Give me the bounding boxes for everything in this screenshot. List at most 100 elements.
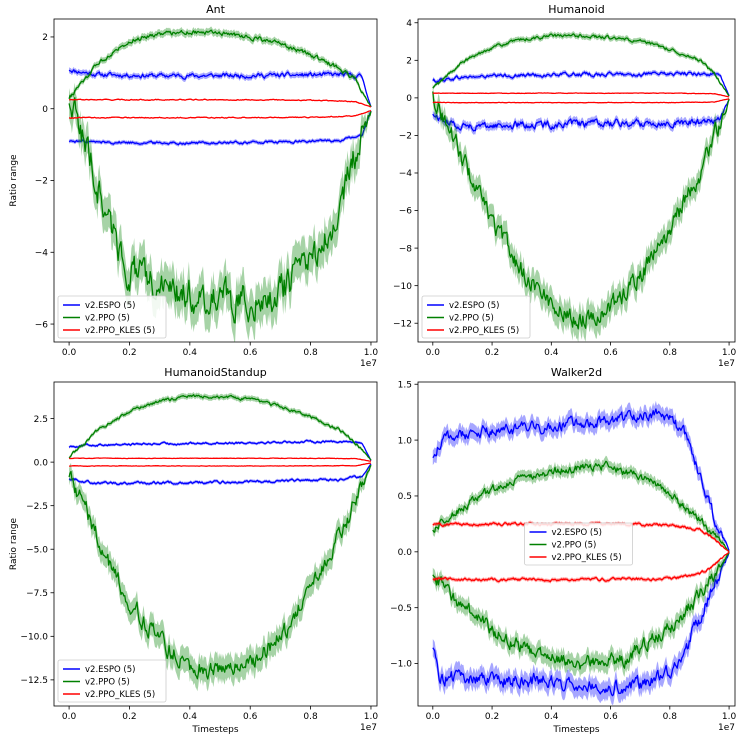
- x-tick-label: 0.8: [303, 348, 318, 358]
- legend: v2.ESPO (5) v2.PPO (5) v2.PPO_KLES (5): [421, 295, 531, 339]
- y-tick-label: 4: [406, 19, 412, 29]
- x-tick-label: 0.8: [303, 712, 318, 722]
- y-tick-label: −7.5: [26, 589, 48, 599]
- series-line: [432, 99, 730, 132]
- series-line: [69, 457, 372, 462]
- y-tick-label: −4: [399, 169, 413, 179]
- x-offset-label: 1e7: [360, 359, 377, 369]
- y-tick-label: −10: [393, 282, 412, 292]
- legend-label: v2.PPO_KLES (5): [449, 326, 519, 336]
- x-tick-label: 0.8: [663, 348, 678, 358]
- x-axis-label: Timesteps: [552, 725, 599, 735]
- legend-label: v2.ESPO (5): [85, 665, 135, 675]
- series-line: [432, 552, 730, 670]
- y-tick-label: −12.5: [20, 676, 48, 686]
- legend: v2.ESPO (5) v2.PPO (5) v2.PPO_KLES (5): [57, 295, 167, 339]
- x-tick-label: 1.0: [364, 712, 379, 722]
- y-tick-label: 0.0: [34, 458, 49, 468]
- x-axis-label: Timesteps: [191, 725, 238, 735]
- x-offset-label: 1e7: [718, 723, 735, 733]
- x-tick-label: 0.4: [183, 348, 198, 358]
- x-tick-label: 0.0: [426, 712, 441, 722]
- legend-label: v2.ESPO (5): [552, 528, 602, 538]
- x-tick-label: 0.2: [122, 348, 136, 358]
- x-tick-label: 0.6: [243, 348, 258, 358]
- y-tick-label: −10.0: [20, 633, 48, 643]
- legend-label: v2.PPO_KLES (5): [552, 553, 622, 563]
- x-tick-label: 0.2: [122, 712, 136, 722]
- series-line: [68, 110, 372, 146]
- y-tick-label: 1.5: [398, 380, 412, 390]
- legend: v2.ESPO (5) v2.PPO (5) v2.PPO_KLES (5): [57, 659, 167, 703]
- x-tick-label: 1.0: [364, 348, 379, 358]
- plot-area: [432, 31, 730, 342]
- x-tick-label: 0.4: [183, 712, 198, 722]
- legend-label: v2.PPO (5): [449, 314, 494, 324]
- legend-box: [421, 295, 531, 339]
- x-tick-label: 0.0: [62, 348, 77, 358]
- series-line: [432, 91, 730, 330]
- chart-panel: HumanoidStandup 0.0 0.2 0.4 0.6 0.8 1.0 −12.5 −1…: [9, 366, 378, 735]
- legend-label: v2.PPO (5): [552, 541, 597, 551]
- series-line: [68, 109, 372, 119]
- series-band: [432, 551, 730, 678]
- x-tick-label: 0.6: [603, 348, 618, 358]
- chart-title: Walker2d: [551, 366, 602, 379]
- y-axis-label: Ratio range: [9, 154, 19, 207]
- chart-panel: Ant 0.0 0.2 0.4 0.6 0.8 1.0 −6 −4 −2 0 2 1e7 Ratio ra…: [9, 3, 378, 369]
- legend-label: v2.PPO (5): [85, 314, 130, 324]
- series-band: [69, 110, 371, 147]
- series-line: [68, 69, 372, 108]
- series-line: [432, 71, 730, 96]
- legend-box: [57, 295, 167, 339]
- y-tick-label: −1.0: [390, 660, 412, 670]
- x-tick-label: 0.0: [426, 348, 441, 358]
- y-tick-label: 0.5: [398, 492, 412, 502]
- chart-panel: Walker2d 0.0 0.2 0.4 0.6 0.8 1.0 −1.0 −0.5 0.0 0.5…: [390, 366, 736, 735]
- y-tick-label: 2: [42, 33, 48, 43]
- series-line: [432, 92, 730, 98]
- x-offset-label: 1e7: [718, 359, 735, 369]
- series-line: [432, 98, 730, 104]
- x-tick-label: 1.0: [722, 712, 737, 722]
- series-band: [432, 520, 730, 552]
- series-band: [432, 82, 730, 342]
- plot-area: [68, 391, 372, 692]
- legend-box: [524, 522, 633, 566]
- series-line: [68, 98, 372, 108]
- series-line: [432, 408, 730, 551]
- legend-label: v2.ESPO (5): [449, 301, 499, 311]
- series-line: [68, 97, 372, 324]
- series-line: [432, 460, 730, 553]
- x-tick-label: 0.6: [603, 712, 618, 722]
- y-tick-label: −2: [35, 177, 48, 187]
- y-tick-label: 0: [42, 105, 48, 115]
- x-tick-label: 0.8: [663, 712, 678, 722]
- legend-label: v2.ESPO (5): [85, 301, 135, 311]
- legend-label: v2.PPO (5): [85, 678, 130, 688]
- series-line: [432, 552, 730, 697]
- chart-panel: Humanoid 0.0 0.2 0.4 0.6 0.8 1.0 −12 −10 −8 −6 −4 −2…: [393, 3, 736, 369]
- y-tick-label: −6: [399, 207, 413, 217]
- series-line: [68, 464, 372, 680]
- x-tick-label: 0.4: [544, 712, 559, 722]
- axes-frame: [417, 381, 736, 707]
- y-tick-label: 0.0: [398, 548, 413, 558]
- series-line: [69, 462, 372, 467]
- y-tick-label: 1.0: [398, 436, 413, 446]
- legend: v2.ESPO (5) v2.PPO (5) v2.PPO_KLES (5): [524, 522, 633, 566]
- axes-frame: [53, 381, 378, 707]
- series-band: [432, 455, 730, 553]
- legend-box: [57, 659, 167, 703]
- plot-area: [432, 400, 730, 706]
- plot-area: [68, 26, 372, 342]
- x-tick-label: 0.0: [62, 712, 77, 722]
- series-line: [68, 394, 372, 461]
- y-axis-label: Ratio range: [9, 517, 19, 570]
- legend-label: v2.PPO_KLES (5): [85, 690, 155, 700]
- x-offset-label: 1e7: [360, 723, 377, 733]
- y-tick-label: −4: [35, 248, 49, 258]
- y-tick-label: 0: [406, 94, 412, 104]
- y-tick-label: 2.5: [34, 415, 48, 425]
